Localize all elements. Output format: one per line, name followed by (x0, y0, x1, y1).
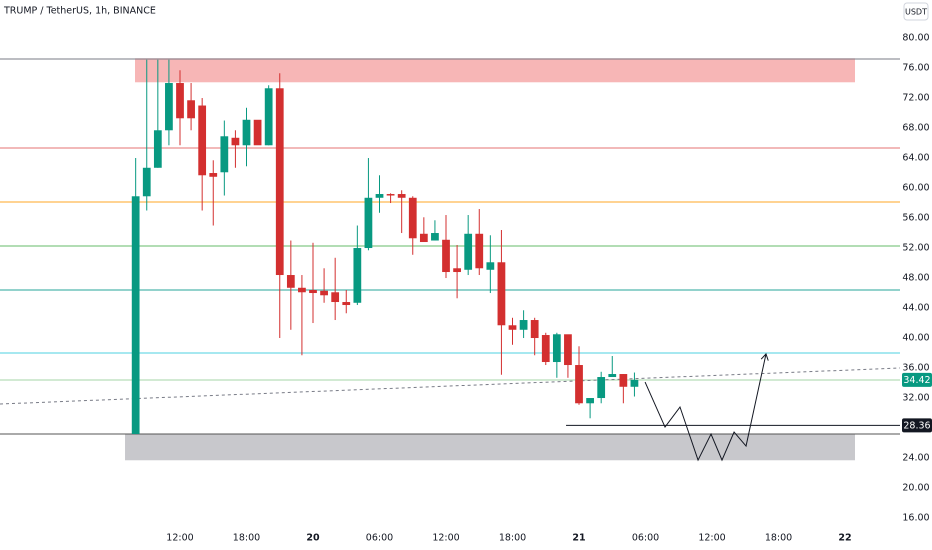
candle-body (176, 83, 184, 119)
candle-body (431, 233, 439, 241)
candle-body (419, 233, 428, 243)
x-tick-label: 18:00 (499, 533, 526, 544)
candle-body (309, 290, 317, 294)
x-tick-label: 20 (306, 533, 320, 544)
currency-box[interactable] (903, 2, 929, 21)
y-tick-label: 64.00 (902, 153, 929, 164)
chart-title: TRUMP / TetherUS, 1h, BINANCE (3, 6, 156, 17)
candle-body (187, 100, 195, 119)
candle-body (541, 335, 550, 363)
projection-path (644, 353, 767, 462)
candle-body (153, 130, 162, 168)
y-tick-label: 80.00 (902, 33, 929, 44)
y-tick-label: 40.00 (902, 333, 929, 344)
candle-body (497, 262, 506, 326)
candle-body (198, 105, 207, 176)
candle-body (286, 275, 295, 288)
plot-area (0, 58, 901, 462)
candle-body (519, 320, 528, 330)
y-tick-label: 32.00 (902, 393, 929, 404)
y-tick-label: 48.00 (902, 273, 929, 284)
currency-label: USDT (905, 8, 927, 17)
candle-body (320, 290, 328, 296)
candle-body (475, 233, 484, 269)
candle-body (586, 398, 594, 404)
candle-body (331, 292, 340, 303)
y-tick-label: 16.00 (902, 513, 929, 524)
candle-body (364, 197, 373, 249)
x-tick-label: 06:00 (632, 533, 659, 544)
x-tick-label: 12:00 (432, 533, 459, 544)
candle-body (397, 194, 406, 198)
x-tick-label: 12:00 (166, 533, 193, 544)
candle-body (353, 248, 362, 303)
arrow-head (760, 353, 769, 361)
candle-body (209, 173, 218, 177)
price-badge (902, 372, 932, 387)
y-tick-label: 68.00 (902, 123, 929, 134)
candle-body (220, 136, 229, 173)
y-tick-label: 56.00 (902, 213, 929, 224)
candle-body (486, 262, 495, 270)
y-tick-label: 72.00 (902, 93, 929, 104)
trendline (0, 367, 901, 405)
x-tick-label: 18:00 (233, 533, 260, 544)
x-tick-label: 06:00 (366, 533, 393, 544)
candle-body (375, 194, 384, 198)
y-tick-label: 60.00 (902, 183, 929, 194)
candle-body (630, 379, 639, 387)
zone (125, 434, 855, 461)
y-tick-label: 24.00 (902, 453, 929, 464)
price-badge (902, 418, 932, 433)
candle-body (231, 137, 240, 146)
zone (135, 58, 855, 83)
candle-body (442, 239, 450, 273)
candle-body (386, 194, 395, 196)
y-tick-label: 76.00 (902, 63, 929, 74)
x-tick-label: 22 (838, 533, 851, 544)
candle-body (575, 365, 583, 404)
candle-body (597, 377, 606, 399)
candle-body (131, 196, 140, 435)
candle-body (552, 334, 561, 363)
candle-body (619, 374, 628, 387)
candle-body (242, 119, 251, 146)
y-tick-label: 36.00 (902, 363, 929, 374)
candle-body (453, 268, 461, 273)
candle-body (530, 320, 539, 339)
candle-body (342, 302, 351, 306)
candle-body (264, 88, 273, 146)
candle-body (165, 83, 173, 131)
x-tick-label: 18:00 (765, 533, 792, 544)
y-tick-label: 20.00 (902, 483, 929, 494)
y-tick-label: 52.00 (902, 243, 929, 254)
candle-body (275, 88, 284, 276)
candle-body (508, 325, 517, 330)
price-badge-label: 28.36 (903, 420, 930, 431)
candle-body (298, 287, 306, 293)
candle-body (142, 167, 151, 197)
candle-body (564, 334, 572, 366)
candle-body (464, 233, 473, 270)
candle-body (408, 197, 417, 239)
y-tick-label: 44.00 (902, 303, 929, 314)
x-tick-label: 12:00 (698, 533, 725, 544)
x-tick-label: 21 (572, 533, 585, 544)
price-badge-label: 34.42 (903, 375, 930, 386)
candle-body (608, 374, 617, 378)
candle-body (253, 119, 262, 146)
